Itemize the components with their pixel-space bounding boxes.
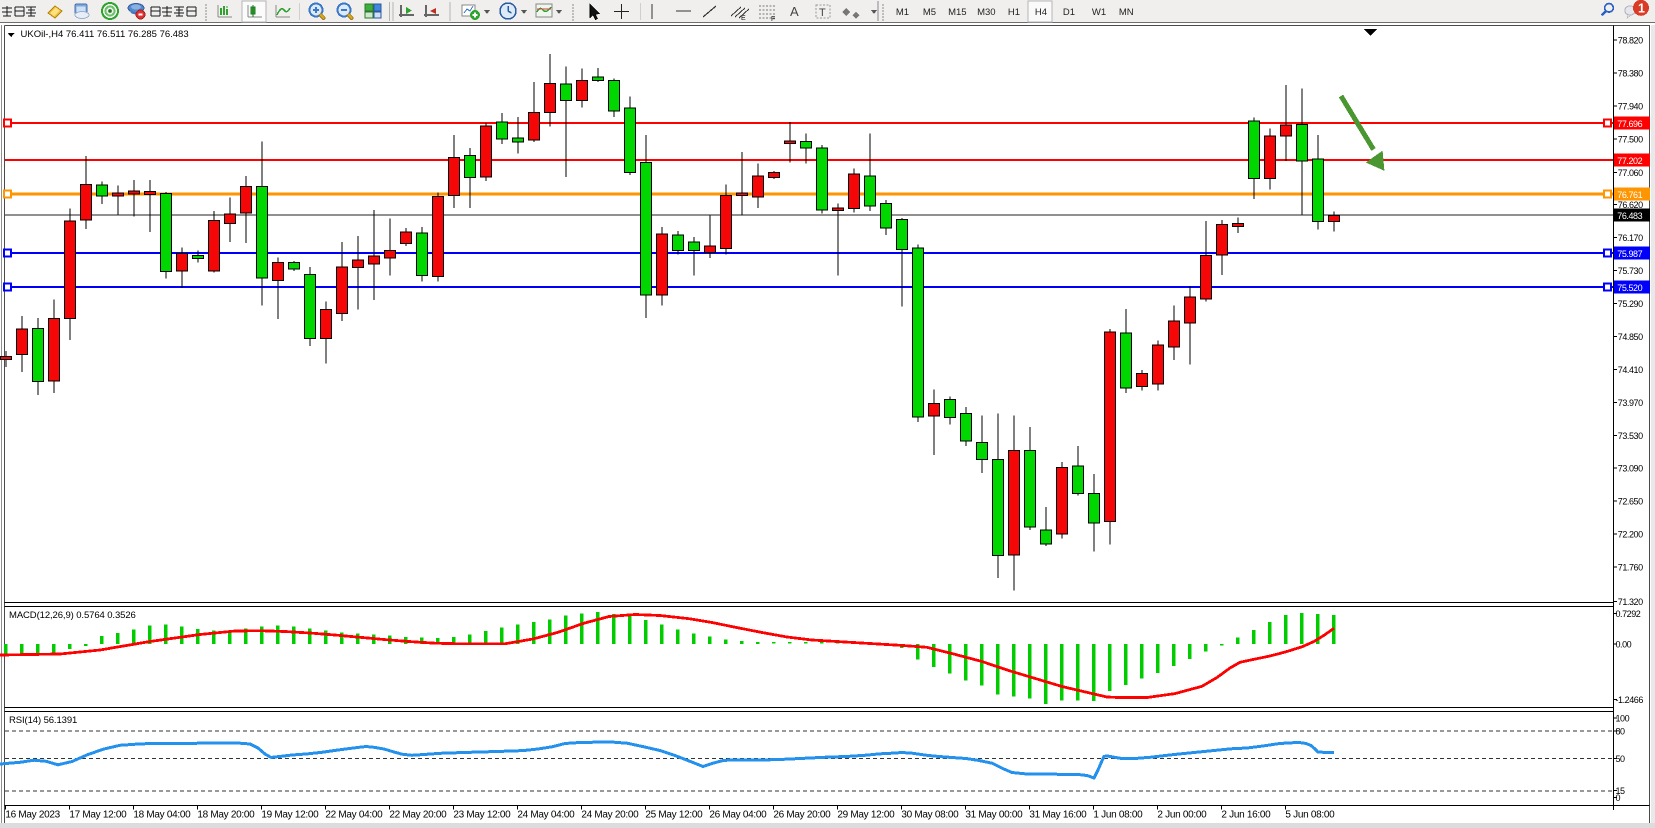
svg-text:15: 15 (1616, 786, 1626, 796)
svg-text:75.290: 75.290 (1618, 299, 1643, 309)
svg-text:E: E (741, 15, 746, 22)
svg-text:UKOil-,H4 76.411 76.511 76.28: UKOil-,H4 76.411 76.511 76.285 76.483 (21, 29, 189, 40)
svg-text:74.410: 74.410 (1618, 365, 1643, 375)
svg-text:100: 100 (1616, 713, 1630, 723)
svg-text:5 Jun 08:00: 5 Jun 08:00 (1285, 810, 1335, 821)
svg-text:73.970: 73.970 (1618, 398, 1643, 408)
svg-text:22 May 04:00: 22 May 04:00 (325, 810, 383, 821)
svg-text:26 May 20:00: 26 May 20:00 (773, 810, 831, 821)
svg-text:F: F (771, 16, 775, 23)
svg-text:MN: MN (1119, 7, 1134, 18)
svg-text:78.380: 78.380 (1618, 69, 1643, 79)
svg-text:30 May 08:00: 30 May 08:00 (901, 810, 959, 821)
svg-text:A: A (790, 4, 799, 19)
svg-text:RSI(14) 56.1391: RSI(14) 56.1391 (9, 715, 77, 726)
svg-text:M30: M30 (977, 7, 995, 18)
svg-text:75.730: 75.730 (1618, 266, 1643, 276)
svg-text:29 May 12:00: 29 May 12:00 (837, 810, 895, 821)
svg-text:T: T (819, 7, 826, 19)
svg-text:M15: M15 (948, 7, 966, 18)
svg-text:22 May 20:00: 22 May 20:00 (389, 810, 447, 821)
svg-text:76.620: 76.620 (1618, 200, 1643, 210)
svg-text:77.696: 77.696 (1617, 119, 1642, 129)
svg-text:17 May 12:00: 17 May 12:00 (69, 810, 127, 821)
svg-text:76.761: 76.761 (1617, 190, 1642, 200)
svg-text:77.060: 77.060 (1618, 168, 1643, 178)
svg-text:18 May 20:00: 18 May 20:00 (197, 810, 255, 821)
svg-text:31 May 00:00: 31 May 00:00 (965, 810, 1023, 821)
svg-text:-1.2466: -1.2466 (1616, 695, 1644, 705)
svg-text:26 May 04:00: 26 May 04:00 (709, 810, 767, 821)
svg-text:M5: M5 (923, 7, 936, 18)
svg-text:0.00: 0.00 (1616, 640, 1632, 650)
svg-text:31 May 16:00: 31 May 16:00 (1029, 810, 1087, 821)
svg-text:78.820: 78.820 (1618, 36, 1643, 46)
svg-text:73.090: 73.090 (1618, 464, 1643, 474)
svg-text:24 May 04:00: 24 May 04:00 (517, 810, 575, 821)
svg-text:1 Jun 08:00: 1 Jun 08:00 (1093, 810, 1143, 821)
svg-text:72.650: 72.650 (1618, 497, 1643, 507)
svg-text:25 May 12:00: 25 May 12:00 (645, 810, 703, 821)
svg-text:72.200: 72.200 (1618, 530, 1643, 540)
svg-text:2 Jun 16:00: 2 Jun 16:00 (1221, 810, 1271, 821)
svg-text:76.170: 76.170 (1618, 233, 1643, 243)
svg-text:74.850: 74.850 (1618, 332, 1643, 342)
svg-text:D1: D1 (1063, 7, 1075, 18)
svg-text:16 May 2023: 16 May 2023 (5, 810, 60, 821)
svg-text:73.530: 73.530 (1618, 431, 1643, 441)
svg-text:MACD(12,26,9) 0.5764 0.3526: MACD(12,26,9) 0.5764 0.3526 (9, 610, 136, 621)
svg-text:77.202: 77.202 (1617, 156, 1642, 166)
svg-text:77.940: 77.940 (1618, 102, 1643, 112)
svg-text:50: 50 (1616, 754, 1626, 764)
svg-text:75.987: 75.987 (1617, 249, 1642, 259)
svg-text:71.760: 71.760 (1618, 563, 1643, 573)
svg-text:76.483: 76.483 (1617, 211, 1642, 221)
svg-text:77.500: 77.500 (1618, 135, 1643, 145)
svg-text:M1: M1 (896, 7, 909, 18)
svg-text:23 May 12:00: 23 May 12:00 (453, 810, 511, 821)
svg-text:80: 80 (1616, 727, 1626, 737)
svg-text:24 May 20:00: 24 May 20:00 (581, 810, 639, 821)
svg-text:H1: H1 (1008, 7, 1020, 18)
svg-text:71.320: 71.320 (1618, 597, 1643, 607)
svg-text:18 May 04:00: 18 May 04:00 (133, 810, 191, 821)
svg-text:75.520: 75.520 (1617, 283, 1642, 293)
svg-text:19 May 12:00: 19 May 12:00 (261, 810, 319, 821)
svg-text:1: 1 (1638, 1, 1645, 15)
svg-text:2 Jun 00:00: 2 Jun 00:00 (1157, 810, 1207, 821)
svg-text:0: 0 (1616, 793, 1621, 803)
svg-text:0.7292: 0.7292 (1616, 609, 1641, 619)
svg-text:H4: H4 (1035, 7, 1047, 18)
svg-text:W1: W1 (1092, 7, 1106, 18)
